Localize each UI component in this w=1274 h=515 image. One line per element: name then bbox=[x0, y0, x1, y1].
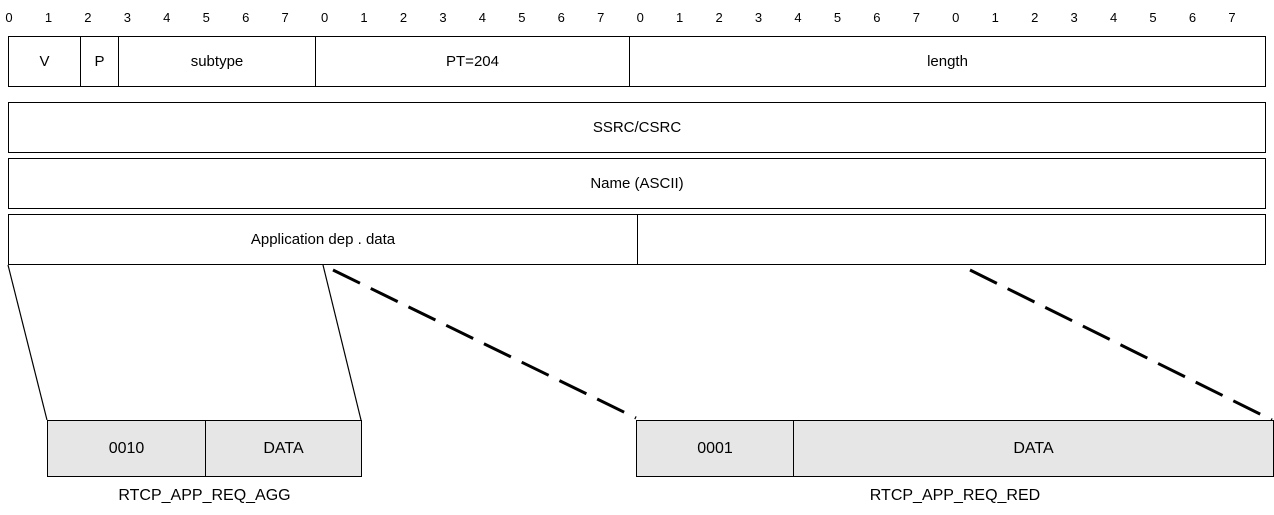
field-padding: P bbox=[81, 37, 119, 86]
bit-number: 5 bbox=[518, 10, 526, 25]
bit-number: 5 bbox=[1149, 10, 1157, 25]
bit-number: 3 bbox=[1070, 10, 1078, 25]
bit-number: 3 bbox=[754, 10, 763, 25]
bit-number: 5 bbox=[202, 10, 210, 25]
bit-number: 1 bbox=[676, 10, 684, 25]
bit-number: 6 bbox=[557, 10, 565, 25]
bit-number: 0 bbox=[952, 10, 960, 25]
bit-number: 5 bbox=[833, 10, 842, 25]
red-packet-caption: RTCP_APP_REQ_RED bbox=[869, 487, 1041, 504]
bit-number: 0 bbox=[5, 10, 13, 25]
bit-number: 1 bbox=[360, 10, 368, 25]
field-version: V bbox=[9, 37, 81, 86]
red-packet-box: 0001 DATA bbox=[636, 420, 1274, 477]
bit-number: 4 bbox=[478, 10, 486, 25]
red-left-dashed-connector bbox=[332, 268, 637, 420]
red-data-field: DATA bbox=[1013, 439, 1054, 457]
bit-number: 0 bbox=[320, 10, 329, 25]
field-length: length bbox=[927, 53, 968, 70]
bit-number: 1 bbox=[44, 10, 53, 25]
agg-packet-caption: RTCP_APP_REQ_AGG bbox=[118, 487, 291, 504]
agg-code-field: 0010 bbox=[48, 421, 206, 476]
bit-number: 7 bbox=[597, 10, 605, 25]
bit-number: 2 bbox=[399, 10, 408, 25]
bit-number: 6 bbox=[873, 10, 881, 25]
agg-right-connector bbox=[322, 264, 362, 421]
bit-number: 4 bbox=[794, 10, 802, 25]
agg-packet-box: 0010 DATA bbox=[47, 420, 362, 477]
bit-number: 2 bbox=[715, 10, 723, 25]
field-application-data: Application dep . data bbox=[9, 215, 638, 264]
bit-number: 0 bbox=[636, 10, 644, 25]
bit-number: 4 bbox=[163, 10, 171, 25]
field-subtype: subtype bbox=[119, 37, 316, 86]
bit-number: 7 bbox=[281, 10, 289, 25]
ssrc-row: SSRC/CSRC bbox=[8, 102, 1266, 153]
field-packet-type: PT=204 bbox=[316, 37, 630, 86]
app-data-row: Application dep . data bbox=[8, 214, 1266, 265]
red-code-field: 0001 bbox=[637, 421, 794, 476]
agg-data-field: DATA bbox=[263, 439, 304, 457]
name-row: Name (ASCII) bbox=[8, 158, 1266, 209]
bit-number: 6 bbox=[1188, 10, 1197, 25]
red-right-dashed-connector bbox=[969, 268, 1273, 422]
agg-left-connector bbox=[7, 264, 48, 421]
bit-number: 6 bbox=[242, 10, 250, 25]
bit-number: 2 bbox=[84, 10, 92, 25]
bit-number: 7 bbox=[912, 10, 920, 25]
bit-number: 1 bbox=[991, 10, 999, 25]
bit-number: 2 bbox=[1031, 10, 1039, 25]
header-row: V P subtype PT=204 length bbox=[8, 36, 1266, 87]
field-name-ascii: Name (ASCII) bbox=[590, 175, 684, 192]
bit-number: 3 bbox=[439, 10, 447, 25]
bit-number: 7 bbox=[1228, 10, 1236, 25]
bit-number: 3 bbox=[123, 10, 131, 25]
bit-number: 4 bbox=[1109, 10, 1118, 25]
field-ssrc-csrc: SSRC/CSRC bbox=[592, 119, 682, 136]
